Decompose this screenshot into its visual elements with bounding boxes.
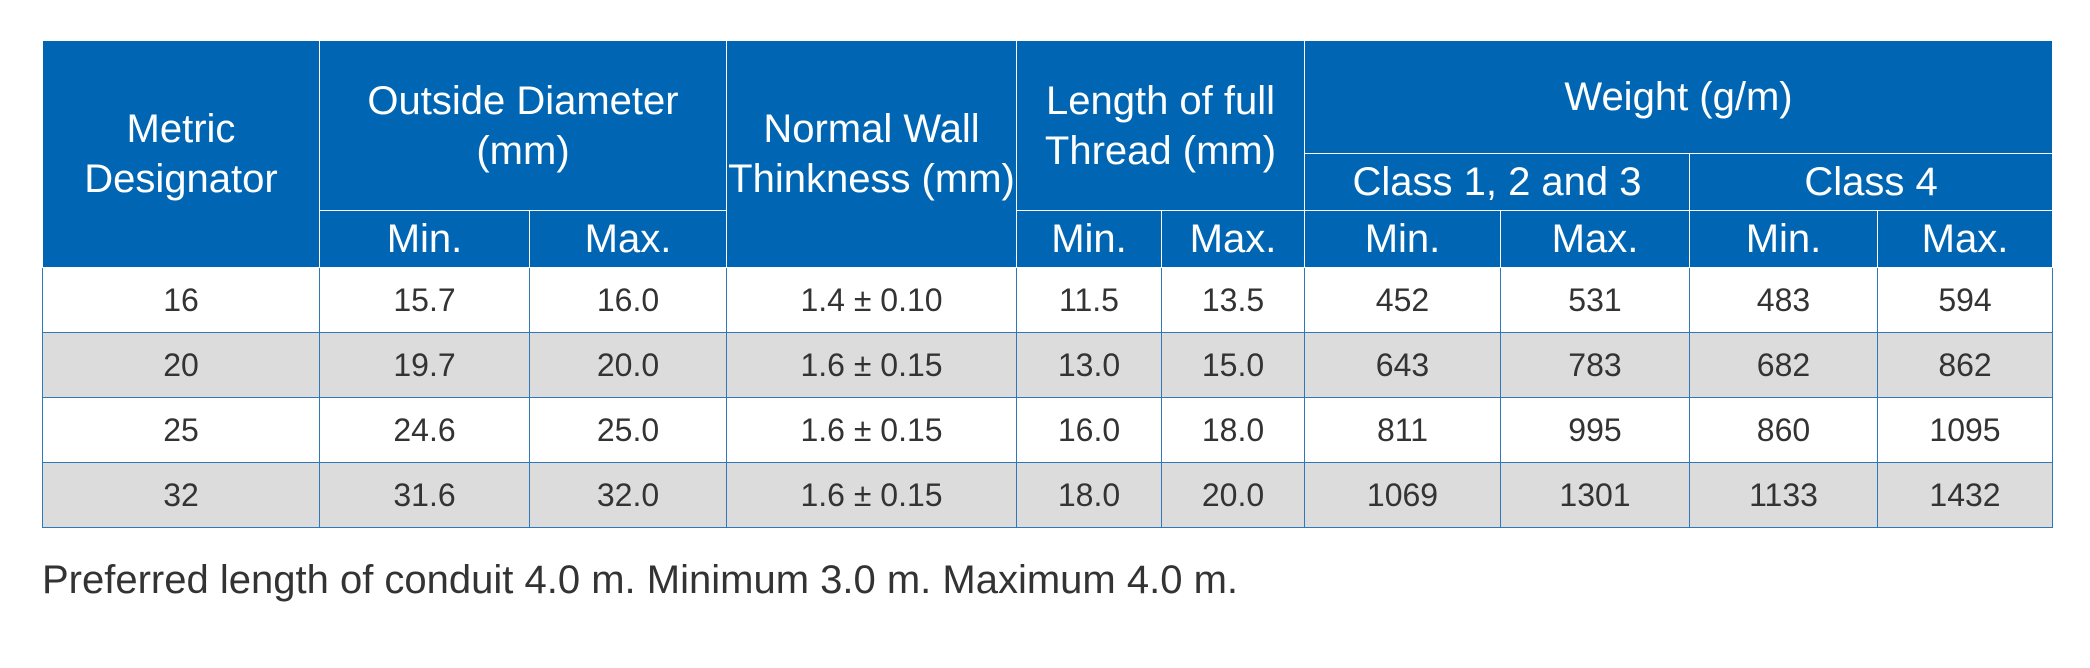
header-thread-length-label: Length of full Thread (mm): [1044, 78, 1277, 173]
table-cell: 1.6 ± 0.15: [726, 397, 1017, 463]
table-cell: 18.0: [1161, 397, 1305, 463]
table-cell: 11.5: [1016, 267, 1162, 333]
header-thread-length: Length of full Thread (mm): [1016, 40, 1305, 211]
header-wall-thickness-label: Normal Wall Thinkness (mm): [728, 107, 1015, 201]
table-cell: 860: [1689, 397, 1878, 463]
header-class-4-label: Class 4: [1804, 160, 1938, 204]
table-cell: 15.7: [319, 267, 530, 333]
table-row: 25 24.6 25.0 1.6 ± 0.15 16.0 18.0 811 99…: [42, 397, 2054, 463]
table-cell: 19.7: [319, 332, 530, 398]
header-weight: Weight (g/m): [1303, 40, 2054, 154]
table-cell: 32: [42, 462, 320, 528]
table-row: 20 19.7 20.0 1.6 ± 0.15 13.0 15.0 643 78…: [42, 332, 2054, 398]
header-class-123-label: Class 1, 2 and 3: [1352, 160, 1642, 204]
header-wall-thickness: Normal Wall Thinkness (mm): [726, 40, 1017, 268]
header-class-4-min: Min.: [1689, 210, 1878, 268]
table-cell: 16.0: [529, 267, 727, 333]
header-outside-diameter-label: Outside Diameter (mm): [367, 78, 679, 173]
header-od-max: Max.: [529, 210, 727, 268]
header-metric-designator: Metric Designator: [42, 40, 320, 268]
header-class-123-min: Min.: [1304, 210, 1501, 268]
header-class-4-max: Max.: [1876, 210, 2054, 268]
table-cell: 811: [1304, 397, 1501, 463]
table-cell: 682: [1689, 332, 1878, 398]
table-cell: 1.4 ± 0.10: [726, 267, 1017, 333]
table-cell: 862: [1876, 332, 2054, 398]
table-row: 16 15.7 16.0 1.4 ± 0.10 11.5 13.5 452 53…: [42, 267, 2054, 333]
header-outside-diameter: Outside Diameter (mm): [319, 40, 727, 211]
table-cell: 643: [1304, 332, 1501, 398]
table-cell: 16.0: [1016, 397, 1162, 463]
table-row: 32 31.6 32.0 1.6 ± 0.15 18.0 20.0 1069 1…: [42, 462, 2054, 528]
table-cell: 25: [42, 397, 320, 463]
header-class-4: Class 4: [1688, 153, 2054, 211]
table-cell: 483: [1689, 267, 1878, 333]
table-cell: 32.0: [529, 462, 727, 528]
table-cell: 15.0: [1161, 332, 1305, 398]
header-class-123-max: Max.: [1500, 210, 1690, 268]
table-cell: 20.0: [529, 332, 727, 398]
table-cell: 1.6 ± 0.15: [726, 462, 1017, 528]
table-cell: 995: [1500, 397, 1690, 463]
header-class-123: Class 1, 2 and 3: [1304, 153, 1690, 211]
table-cell: 18.0: [1016, 462, 1162, 528]
header-thread-min: Min.: [1016, 210, 1162, 268]
table-cell: 1.6 ± 0.15: [726, 332, 1017, 398]
header-metric-designator-label: Metric Designator: [84, 107, 278, 201]
table-cell: 16: [42, 267, 320, 333]
conduit-length-note: Preferred length of conduit 4.0 m. Minim…: [42, 558, 1238, 602]
table-cell: 783: [1500, 332, 1690, 398]
table-cell: 1432: [1876, 462, 2054, 528]
table-cell: 13.5: [1161, 267, 1305, 333]
table-cell: 1069: [1304, 462, 1501, 528]
table-cell: 20: [42, 332, 320, 398]
table-cell: 452: [1304, 267, 1501, 333]
table-cell: 20.0: [1161, 462, 1305, 528]
table-cell: 1301: [1500, 462, 1690, 528]
table-cell: 594: [1876, 267, 2054, 333]
table-cell: 1095: [1876, 397, 2054, 463]
table-cell: 531: [1500, 267, 1690, 333]
header-thread-max: Max.: [1161, 210, 1305, 268]
table-cell: 24.6: [319, 397, 530, 463]
table-cell: 31.6: [319, 462, 530, 528]
conduit-spec-table: Metric Designator Outside Diameter (mm) …: [42, 40, 2054, 528]
table-cell: 13.0: [1016, 332, 1162, 398]
table-cell: 1133: [1689, 462, 1878, 528]
table-cell: 25.0: [529, 397, 727, 463]
header-od-min: Min.: [319, 210, 530, 268]
header-weight-label: Weight (g/m): [1564, 75, 1793, 119]
